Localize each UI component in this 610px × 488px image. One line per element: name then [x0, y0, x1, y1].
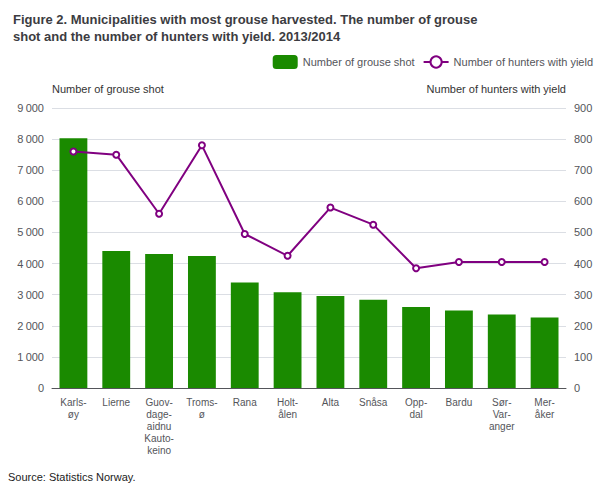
svg-text:shot and the number of hunters: shot and the number of hunters with yiel…	[13, 29, 341, 44]
svg-text:øy: øy	[68, 409, 79, 420]
svg-text:Holt-: Holt-	[277, 397, 298, 408]
svg-text:400: 400	[574, 258, 592, 270]
svg-text:6 000: 6 000	[17, 195, 44, 207]
svg-text:200: 200	[574, 320, 592, 332]
svg-text:Number of grouse shot: Number of grouse shot	[52, 83, 164, 95]
svg-text:Number of hunters with yield: Number of hunters with yield	[454, 56, 593, 68]
svg-text:dal: dal	[409, 409, 422, 420]
svg-text:900: 900	[574, 102, 592, 114]
svg-text:åker: åker	[535, 409, 555, 420]
svg-text:300: 300	[574, 289, 592, 301]
svg-text:Rana: Rana	[233, 397, 257, 408]
svg-text:ålen: ålen	[278, 409, 297, 420]
svg-text:Lierne: Lierne	[102, 397, 130, 408]
svg-text:Alta: Alta	[322, 397, 340, 408]
svg-text:Source: Statistics Norway.: Source: Statistics Norway.	[8, 471, 136, 483]
svg-text:Number of hunters with yield: Number of hunters with yield	[427, 83, 566, 95]
svg-text:100: 100	[574, 351, 592, 363]
svg-text:dage-: dage-	[146, 409, 172, 420]
svg-text:keino: keino	[147, 445, 171, 456]
svg-text:anger: anger	[489, 421, 515, 432]
svg-text:9 000: 9 000	[17, 102, 44, 114]
svg-text:800: 800	[574, 133, 592, 145]
svg-text:Sør-: Sør-	[492, 397, 511, 408]
svg-text:0: 0	[574, 382, 580, 394]
svg-text:2 000: 2 000	[17, 320, 44, 332]
svg-text:Guov-: Guov-	[145, 397, 172, 408]
svg-text:3 000: 3 000	[17, 289, 44, 301]
svg-text:8 000: 8 000	[17, 133, 44, 145]
svg-text:Snåsa: Snåsa	[359, 397, 388, 408]
svg-text:Opp-: Opp-	[405, 397, 427, 408]
svg-text:ø: ø	[199, 409, 205, 420]
svg-text:aidnu: aidnu	[147, 421, 171, 432]
svg-text:Figure 2. Municipalities with: Figure 2. Municipalities with most grous…	[13, 12, 477, 27]
svg-text:7 000: 7 000	[17, 164, 44, 176]
svg-text:1 000: 1 000	[17, 351, 44, 363]
svg-text:700: 700	[574, 164, 592, 176]
svg-text:500: 500	[574, 226, 592, 238]
svg-text:Number of grouse shot: Number of grouse shot	[303, 56, 415, 68]
svg-text:Karls-: Karls-	[60, 397, 86, 408]
svg-text:Var-: Var-	[493, 409, 511, 420]
svg-text:Kauto-: Kauto-	[144, 433, 173, 444]
svg-text:5 000: 5 000	[17, 226, 44, 238]
svg-text:Troms-: Troms-	[186, 397, 217, 408]
svg-text:Mer-: Mer-	[534, 397, 555, 408]
svg-text:Bardu: Bardu	[446, 397, 473, 408]
svg-text:4 000: 4 000	[17, 258, 44, 270]
svg-text:0: 0	[38, 382, 44, 394]
svg-text:600: 600	[574, 195, 592, 207]
